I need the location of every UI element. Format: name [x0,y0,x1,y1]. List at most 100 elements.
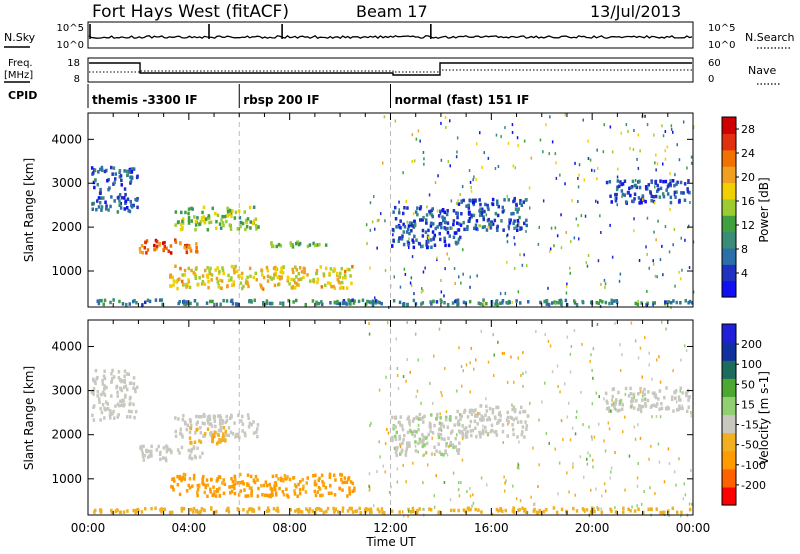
scatter-cell [436,417,438,420]
data-cell [475,227,478,231]
data-cell [406,444,409,448]
data-cell [102,374,106,378]
data-cell [518,507,521,512]
data-cell [143,453,146,458]
data-cell [353,486,356,490]
data-cell [95,377,98,381]
data-cell [610,298,613,303]
data-cell [246,413,250,417]
scatter-cell [633,229,635,233]
data-cell [622,510,625,514]
data-cell [469,429,473,433]
data-cell [464,426,468,430]
data-cell [652,195,655,199]
data-cell [181,418,185,422]
data-cell [249,474,253,479]
data-cell [324,283,327,287]
scatter-cell [630,400,632,404]
data-cell [482,215,485,219]
scatter-cell [399,285,402,289]
data-cell [677,397,681,402]
scatter-cell [651,377,653,381]
data-cell [112,375,116,379]
colorbar-swatch [722,396,736,416]
data-cell [129,169,132,173]
data-cell [246,282,249,286]
data-cell [401,448,404,452]
data-cell [514,207,518,211]
scatter-cell [365,223,368,227]
data-cell [112,166,116,170]
data-cell [120,196,124,200]
data-cell [644,401,647,406]
data-cell [233,270,236,275]
data-cell [318,242,321,247]
data-cell [242,284,245,289]
data-cell [399,415,402,419]
data-cell [185,300,188,304]
data-cell [264,493,267,497]
data-cell [624,200,628,204]
data-cell [117,413,120,417]
data-cell [332,269,335,273]
data-cell [303,270,306,275]
data-cell [394,425,397,429]
data-cell [353,299,356,303]
data-cell [276,509,280,513]
data-cell [633,192,637,196]
scatter-cell [602,150,605,154]
data-cell [316,490,319,494]
data-cell [200,216,204,220]
data-cell [211,206,214,211]
scatter-cell [556,364,559,368]
data-cell [395,225,398,229]
data-cell [90,166,94,170]
data-cell [315,271,318,276]
scatter-cell [580,390,582,394]
data-cell [195,246,198,250]
data-cell [223,439,227,443]
scatter-cell [619,369,622,372]
data-cell [322,483,325,488]
data-cell [631,399,635,403]
data-cell [282,479,285,483]
scatter-cell [667,447,670,451]
data-cell [479,404,482,408]
data-cell [430,452,434,456]
data-cell [478,430,481,435]
data-cell [108,186,111,190]
data-cell [520,405,523,410]
data-cell [118,403,121,408]
scatter-cell [394,119,397,123]
data-cell [218,418,222,422]
data-cell [219,425,223,429]
scatter-cell [485,213,488,217]
scatter-cell [409,370,411,374]
data-cell [407,224,411,228]
data-cell [494,211,498,216]
data-cell [456,409,459,414]
data-cell [468,299,472,304]
data-cell [178,492,182,497]
data-cell [170,510,174,515]
data-cell [234,264,237,269]
data-cell [195,422,198,426]
data-cell [647,183,650,187]
data-cell [671,506,674,511]
data-cell [324,243,328,247]
data-cell [420,302,423,306]
power-data [90,113,695,310]
scatter-cell [570,240,572,243]
scatter-cell [637,356,640,360]
scatter-cell [592,465,594,469]
data-cell [218,269,221,274]
x-tick-label: 08:00 [272,521,307,535]
scatter-cell [689,201,691,204]
scatter-cell [426,238,429,242]
scatter-cell [678,457,680,461]
data-cell [470,213,473,217]
scatter-cell [614,506,616,510]
scatter-cell [395,337,397,341]
